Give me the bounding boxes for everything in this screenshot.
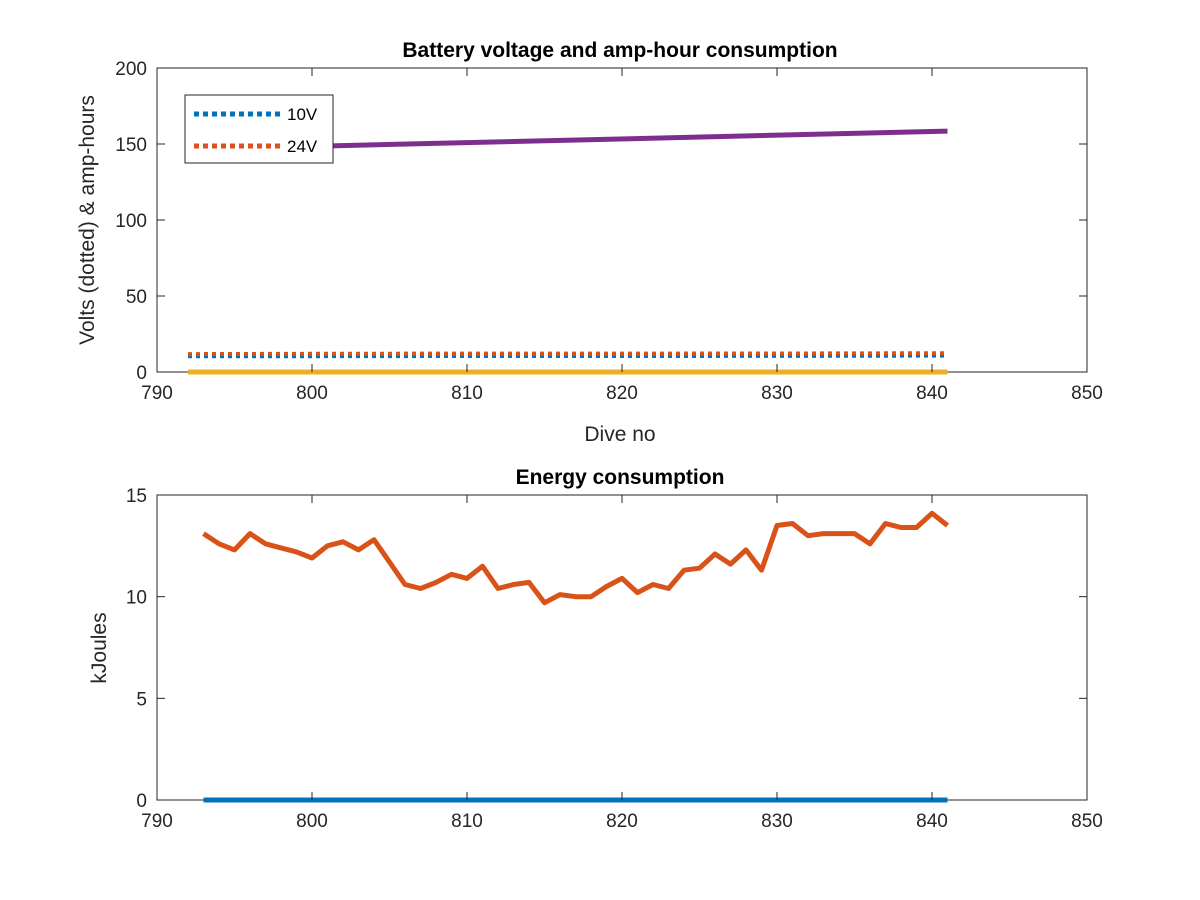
energy-series-group [202, 510, 950, 803]
legend-label-24v: 24V [287, 137, 318, 156]
voltage-y-tick-label: 150 [115, 135, 147, 156]
voltage-y-ticks: 0 50 100 150 200 [115, 59, 1087, 384]
energy-x-tick-label: 810 [451, 811, 483, 832]
energy-y-tick-label: 15 [126, 486, 147, 507]
voltage-axes: Battery voltage and amp-hour consumption… [76, 39, 1103, 446]
voltage-x-tick-label: 840 [916, 383, 948, 404]
voltage-x-tick-label: 820 [606, 383, 638, 404]
voltage-x-tick-label: 790 [141, 383, 173, 404]
energy-axes: Energy consumption 790 800 810 820 830 840 850… [88, 466, 1103, 832]
voltage-x-tick-label: 850 [1071, 383, 1103, 404]
energy-chart-title: Energy consumption [516, 466, 725, 489]
energy-x-tick-label: 830 [761, 811, 793, 832]
energy-series-line-2 [202, 510, 950, 606]
energy-y-tick-label: 10 [126, 588, 147, 609]
voltage-series-line-24v [187, 351, 948, 357]
voltage-chart-title: Battery voltage and amp-hour consumption [402, 39, 837, 62]
voltage-x-tick-label: 810 [451, 383, 483, 404]
energy-x-tick-label: 790 [141, 811, 173, 832]
energy-x-tick-label: 850 [1071, 811, 1103, 832]
energy-y-axis-label: kJoules [88, 612, 111, 683]
legend: 10V 24V [184, 94, 334, 164]
legend-box [184, 94, 334, 164]
voltage-y-tick-label: 0 [136, 363, 147, 384]
voltage-y-tick-label: 200 [115, 59, 147, 80]
energy-y-tick-label: 5 [136, 689, 147, 710]
legend-label-10v: 10V [287, 105, 318, 124]
voltage-x-ticks: 790 800 810 820 830 840 850 [141, 68, 1103, 404]
voltage-x-axis-label: Dive no [584, 423, 655, 446]
voltage-x-tick-label: 800 [296, 383, 328, 404]
energy-x-tick-label: 840 [916, 811, 948, 832]
voltage-y-axis-label: Volts (dotted) & amp-hours [76, 95, 99, 345]
voltage-x-tick-label: 830 [761, 383, 793, 404]
energy-y-ticks: 0 5 10 15 [126, 486, 1087, 812]
energy-x-ticks: 790 800 810 820 830 840 850 [141, 495, 1103, 832]
energy-y-tick-label: 0 [136, 791, 147, 812]
energy-x-tick-label: 800 [296, 811, 328, 832]
voltage-y-tick-label: 50 [126, 287, 147, 308]
voltage-series-line-10v [187, 353, 948, 359]
energy-x-tick-label: 820 [606, 811, 638, 832]
voltage-y-tick-label: 100 [115, 211, 147, 232]
